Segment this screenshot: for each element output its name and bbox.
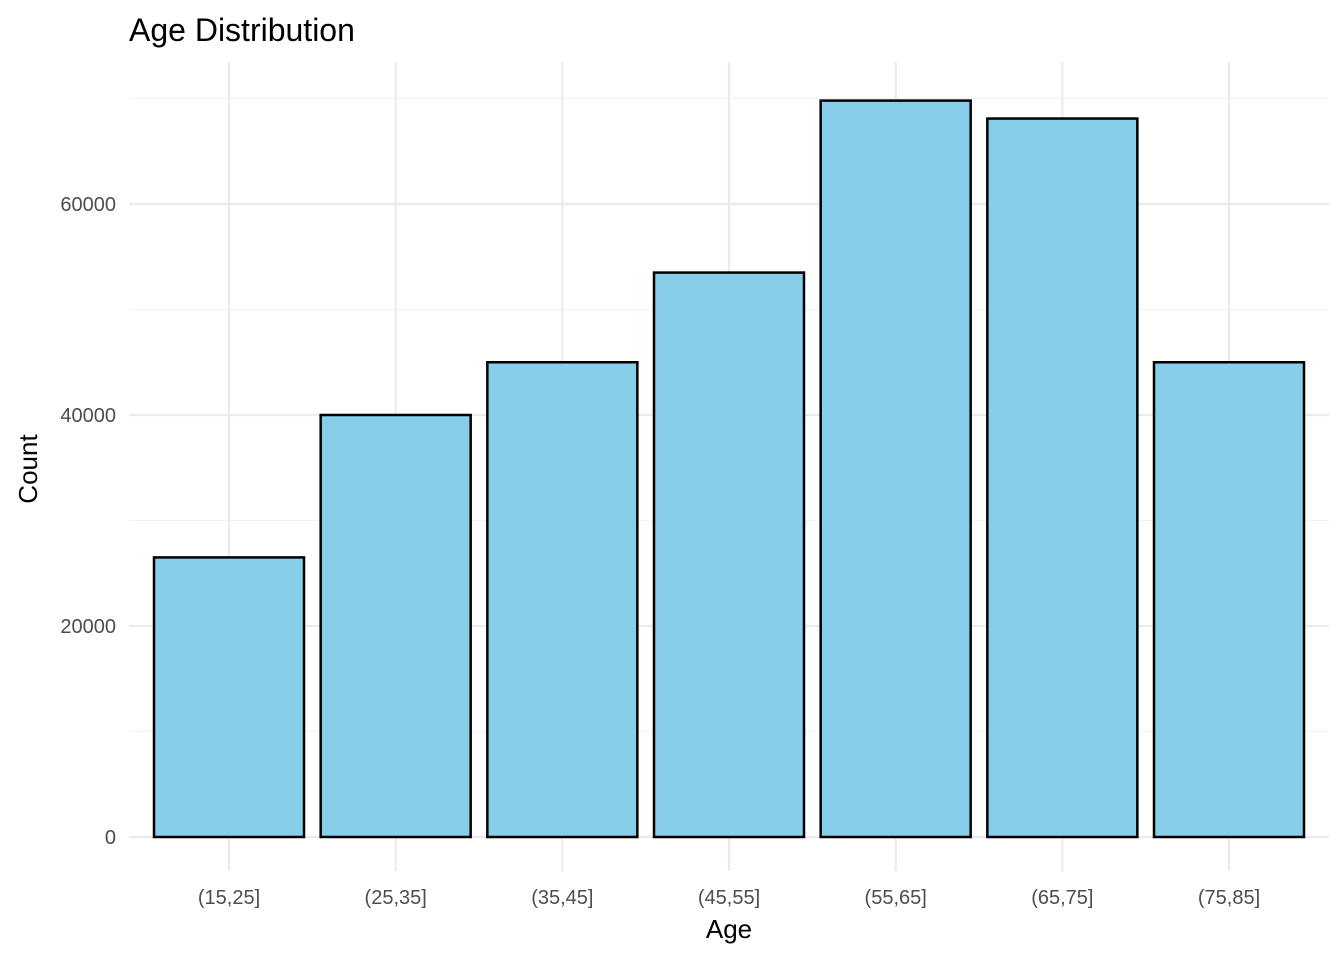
x-tick-label: (25,35] [365, 887, 427, 909]
x-tick-label: (45,55] [698, 887, 760, 909]
x-axis-title: Age [706, 914, 752, 944]
x-tick-label: (55,65] [865, 887, 927, 909]
x-tick-label: (75,85] [1198, 887, 1260, 909]
x-axis-ticks: (15,25] (25,35] (35,45] (45,55] (55,65] (65,7… [198, 887, 1260, 909]
x-tick-label: (15,25] [198, 887, 260, 909]
bar-7 [1152, 361, 1306, 839]
bar-5 [819, 99, 972, 839]
y-tick-label: 0 [105, 827, 116, 849]
bar-6 [986, 117, 1139, 839]
y-tick-label: 60000 [60, 194, 116, 216]
bar-1 [152, 556, 306, 839]
y-tick-label: 20000 [60, 616, 116, 638]
x-tick-label: (35,45] [531, 887, 593, 909]
y-axis-title: Count [13, 434, 43, 504]
x-tick-label: (65,75] [1031, 887, 1093, 909]
bar-2 [319, 413, 472, 839]
bars [152, 99, 1306, 839]
y-tick-label: 40000 [60, 405, 116, 427]
bar-3 [486, 361, 639, 839]
y-axis-ticks: 0 20000 40000 60000 [60, 194, 116, 849]
bar-4 [652, 271, 806, 839]
chart-title: Age Distribution [129, 12, 355, 48]
